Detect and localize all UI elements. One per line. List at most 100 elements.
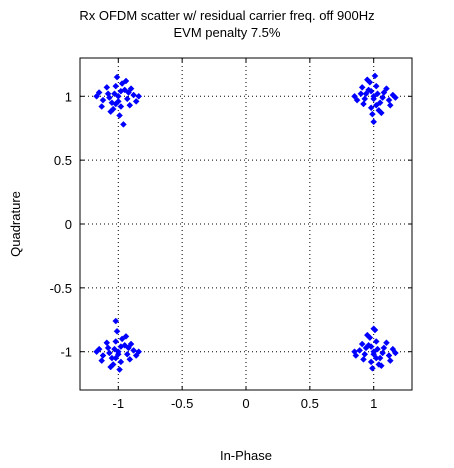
scatter-point xyxy=(123,350,131,358)
scatter-point xyxy=(369,110,376,118)
x-tick-label: 1 xyxy=(370,396,377,411)
scatter-point xyxy=(372,338,380,345)
scatter-point xyxy=(117,358,125,366)
scatter-point xyxy=(372,354,380,362)
scatter-point xyxy=(392,349,399,357)
y-tick-label: -0.5 xyxy=(50,281,72,296)
chart-title-line-2: EVM penalty 7.5% xyxy=(173,25,281,40)
scatter-point xyxy=(126,101,134,109)
scatter-point xyxy=(380,344,388,352)
scatter-point xyxy=(106,349,113,357)
scatter-point xyxy=(99,352,107,359)
scatter-point xyxy=(130,347,137,354)
scatter-point xyxy=(361,95,369,103)
scatter-point xyxy=(385,352,393,359)
x-tick-label: -1 xyxy=(113,396,125,411)
scatter-point xyxy=(112,354,120,362)
scatter-point xyxy=(103,339,111,347)
y-tick-label: 0 xyxy=(65,217,72,232)
scatter-point xyxy=(121,341,129,349)
scatter-point xyxy=(379,349,386,357)
scatter-point xyxy=(112,100,120,108)
scatter-point xyxy=(93,348,100,356)
scatter-point xyxy=(370,118,378,126)
scatter-point xyxy=(123,95,131,103)
scatter-point xyxy=(112,338,120,345)
chart-title-line-1: Rx OFDM scatter w/ residual carrier freq… xyxy=(79,8,375,23)
scatter-point xyxy=(372,82,380,90)
scatter-point xyxy=(114,350,122,358)
scatter-point xyxy=(107,108,114,115)
scatter-point xyxy=(363,76,371,84)
x-tick-label: 0 xyxy=(242,396,249,411)
y-tick-label: 0.5 xyxy=(54,153,72,168)
scatter-point xyxy=(113,73,121,81)
scatter-point xyxy=(367,104,375,112)
scatter-point xyxy=(95,89,103,96)
scatter-point xyxy=(360,100,367,108)
scatter-point xyxy=(369,364,376,372)
x-tick-label: -0.5 xyxy=(171,396,193,411)
scatter-point xyxy=(376,99,384,107)
scatter-point xyxy=(363,331,371,339)
scatter-point xyxy=(386,101,394,109)
scatter-point xyxy=(116,366,123,373)
scatter-point xyxy=(360,356,367,363)
data-points xyxy=(93,72,399,373)
scatter-point xyxy=(370,95,378,103)
scatter-point xyxy=(374,345,381,353)
scatter-point xyxy=(122,333,130,340)
scatter-point xyxy=(392,94,399,101)
scatter-point xyxy=(118,80,126,87)
scatter-point xyxy=(106,94,113,101)
scatter-point xyxy=(126,356,134,363)
scatter-point xyxy=(111,345,118,353)
scatter-point xyxy=(383,339,390,347)
scatter-point xyxy=(362,344,370,352)
scatter-point xyxy=(389,345,397,353)
scatter-point xyxy=(135,348,143,356)
scatter-point xyxy=(380,89,388,96)
y-tick-label: 1 xyxy=(65,89,72,104)
scatter-point xyxy=(370,350,378,358)
scatter-point xyxy=(386,357,394,364)
scatter-point xyxy=(127,340,135,348)
scatter-point xyxy=(378,362,385,370)
scatter-point xyxy=(98,103,106,110)
scatter-point xyxy=(122,77,130,85)
scatter-point xyxy=(358,340,366,348)
scatter-point xyxy=(112,82,120,90)
scatter-point xyxy=(367,343,375,350)
scatter-point xyxy=(132,352,140,359)
scatter-point xyxy=(352,352,360,359)
scatter-point xyxy=(367,87,375,95)
scatter-point xyxy=(117,103,125,110)
scatter-point xyxy=(356,347,363,354)
scatter-point xyxy=(125,344,132,352)
y-axis-label: Quadrature xyxy=(8,191,23,257)
scatter-point xyxy=(135,92,143,100)
scatter-point xyxy=(107,363,114,371)
scatter-point xyxy=(367,358,375,366)
scatter-point xyxy=(118,335,126,343)
scatter-point xyxy=(379,94,386,101)
scatter-point xyxy=(112,317,120,325)
scatter-point xyxy=(125,89,132,96)
scatter-point xyxy=(116,112,123,119)
scatter-point xyxy=(117,87,125,95)
scatter-point xyxy=(357,90,365,98)
scatter-point xyxy=(370,325,378,333)
scatter-point xyxy=(383,85,390,92)
scatter-point xyxy=(113,327,121,335)
scatter-point xyxy=(121,86,129,94)
scatter-point xyxy=(371,72,379,80)
scatter-point xyxy=(351,92,358,100)
scatter-point xyxy=(117,343,125,350)
scatter-point xyxy=(93,92,100,100)
x-tick-label: 0.5 xyxy=(301,396,319,411)
scatter-point xyxy=(132,98,140,105)
scatter-point xyxy=(104,344,112,352)
scatter-point xyxy=(353,96,361,104)
scatter-point xyxy=(351,348,358,356)
